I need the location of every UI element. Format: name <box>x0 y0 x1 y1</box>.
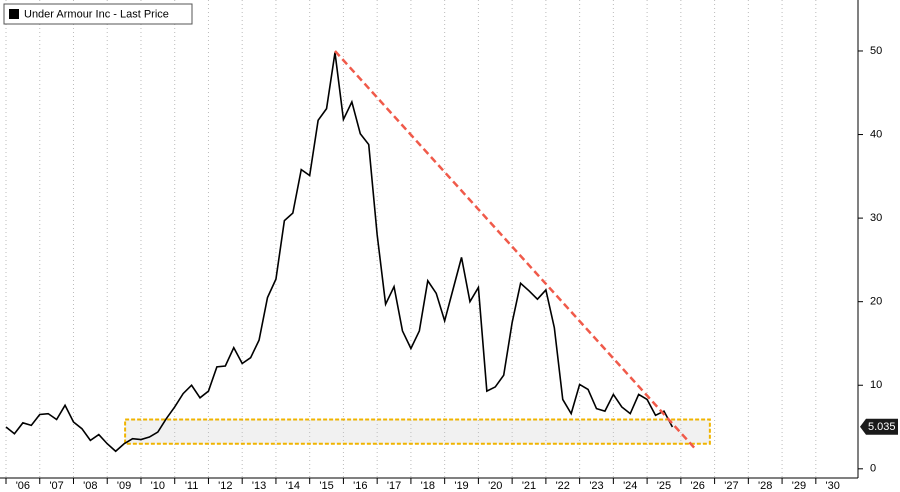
y-tick-label: 0 <box>870 463 876 475</box>
x-tick-label: '17 <box>387 480 401 492</box>
x-tick-label: '15 <box>319 480 333 492</box>
x-tick-label: '07 <box>49 480 63 492</box>
x-tick-label: '26 <box>691 480 705 492</box>
x-tick-label: '18 <box>421 480 435 492</box>
x-tick-label: '27 <box>724 480 738 492</box>
x-tick-label: '06 <box>16 480 30 492</box>
legend-swatch <box>9 9 19 19</box>
x-tick-label: '23 <box>589 480 603 492</box>
last-price-label: 5.035 <box>868 421 896 433</box>
price-line <box>5 52 674 453</box>
x-tick-label: '29 <box>792 480 806 492</box>
legend: Under Armour Inc - Last Price <box>3 3 193 25</box>
highlight-box <box>124 418 711 445</box>
x-tick-label: '19 <box>454 480 468 492</box>
y-tick-label: 50 <box>870 45 882 57</box>
y-tick-label: 20 <box>870 296 882 308</box>
x-tick-label: '09 <box>117 480 131 492</box>
y-tick-label: 10 <box>870 379 882 391</box>
x-tick-label: '12 <box>218 480 232 492</box>
x-tick-label: '24 <box>623 480 637 492</box>
y-tick-label: 40 <box>870 128 882 140</box>
x-tick-label: '28 <box>758 480 772 492</box>
trendline <box>334 50 698 452</box>
x-tick-label: '13 <box>252 480 266 492</box>
x-tick-label: '30 <box>826 480 840 492</box>
x-tick-label: '08 <box>83 480 97 492</box>
x-tick-label: '25 <box>657 480 671 492</box>
x-tick-label: '21 <box>522 480 536 492</box>
x-tick-label: '16 <box>353 480 367 492</box>
y-tick-label: 30 <box>870 212 882 224</box>
last-price-box <box>860 418 898 435</box>
legend-box <box>3 3 193 25</box>
x-tick-label: '20 <box>488 480 502 492</box>
x-tick-label: '14 <box>286 480 300 492</box>
x-tick-label: '11 <box>185 480 199 492</box>
legend-label: Under Armour Inc - Last Price <box>24 8 169 20</box>
x-tick-label: '10 <box>151 480 165 492</box>
x-tick-label: '22 <box>556 480 570 492</box>
